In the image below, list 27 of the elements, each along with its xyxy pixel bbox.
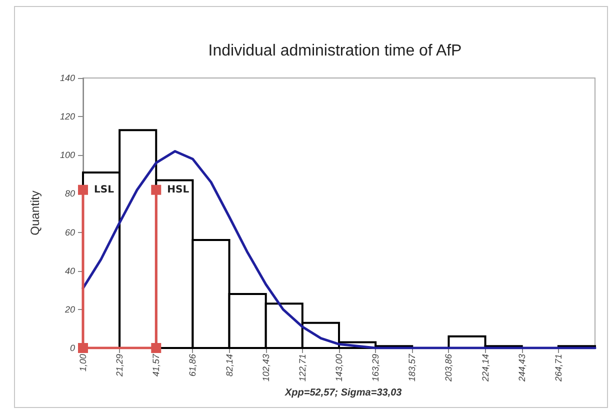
x-tick-label: 264,71	[553, 354, 564, 383]
x-tick-label: 122,71	[297, 354, 308, 382]
chart-title: Individual administration time of AfP	[208, 42, 462, 60]
series-label: HSL	[167, 184, 190, 196]
y-tick-label: 20	[64, 304, 75, 314]
x-tick-label: 61,86	[188, 354, 198, 377]
x-tick-label: 203,86	[444, 354, 454, 383]
y-tick-label: 120	[60, 112, 75, 122]
x-tick-label: 82,14	[224, 354, 234, 377]
y-axis-title: Quantity	[28, 190, 42, 236]
y-tick-label: 140	[60, 73, 75, 83]
x-tick-label: 21,29	[114, 354, 125, 378]
y-tick-label: 100	[60, 150, 75, 160]
text: Xpp=52,57; Sigma=33,03	[284, 388, 402, 398]
x-tick-label: 224,14	[480, 354, 490, 383]
x-tick-label: 163,29	[370, 354, 381, 382]
y-tick-label: 40	[64, 266, 75, 276]
x-tick-label: 1,00	[78, 354, 88, 372]
y-tick-label: 80	[64, 188, 75, 199]
y-tick-label: 0	[70, 343, 75, 353]
x-tick-label: 41,57	[151, 353, 162, 377]
x-tick-label: 183,57	[407, 353, 418, 382]
y-tick-label: 60	[64, 227, 75, 238]
x-tick-label: 244,43	[516, 354, 527, 383]
x-tick-label: 143,00	[334, 354, 344, 382]
series-label: LSL	[94, 184, 115, 196]
x-tick-label: 102,43	[260, 354, 271, 382]
